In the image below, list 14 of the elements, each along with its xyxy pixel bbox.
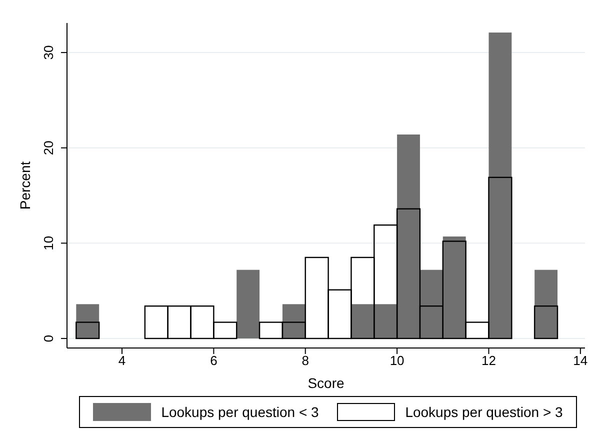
y-axis-title: Percent xyxy=(16,161,33,210)
x-tick-label: 4 xyxy=(118,353,126,368)
legend-label: Lookups per question < 3 xyxy=(161,404,319,420)
y-tick-label: 10 xyxy=(41,236,56,250)
x-tick-label: 14 xyxy=(573,353,588,368)
x-tick-label: 10 xyxy=(390,353,404,368)
x-axis-title: Score xyxy=(308,375,344,391)
y-tick-label: 30 xyxy=(41,45,56,60)
x-tick-label: 8 xyxy=(302,353,309,368)
x-tick-label: 12 xyxy=(482,353,496,368)
y-tick-label: 0 xyxy=(41,334,56,342)
x-tick-label: 6 xyxy=(210,353,218,368)
legend-label: Lookups per question > 3 xyxy=(405,404,563,420)
y-tick-label: 20 xyxy=(41,140,56,156)
